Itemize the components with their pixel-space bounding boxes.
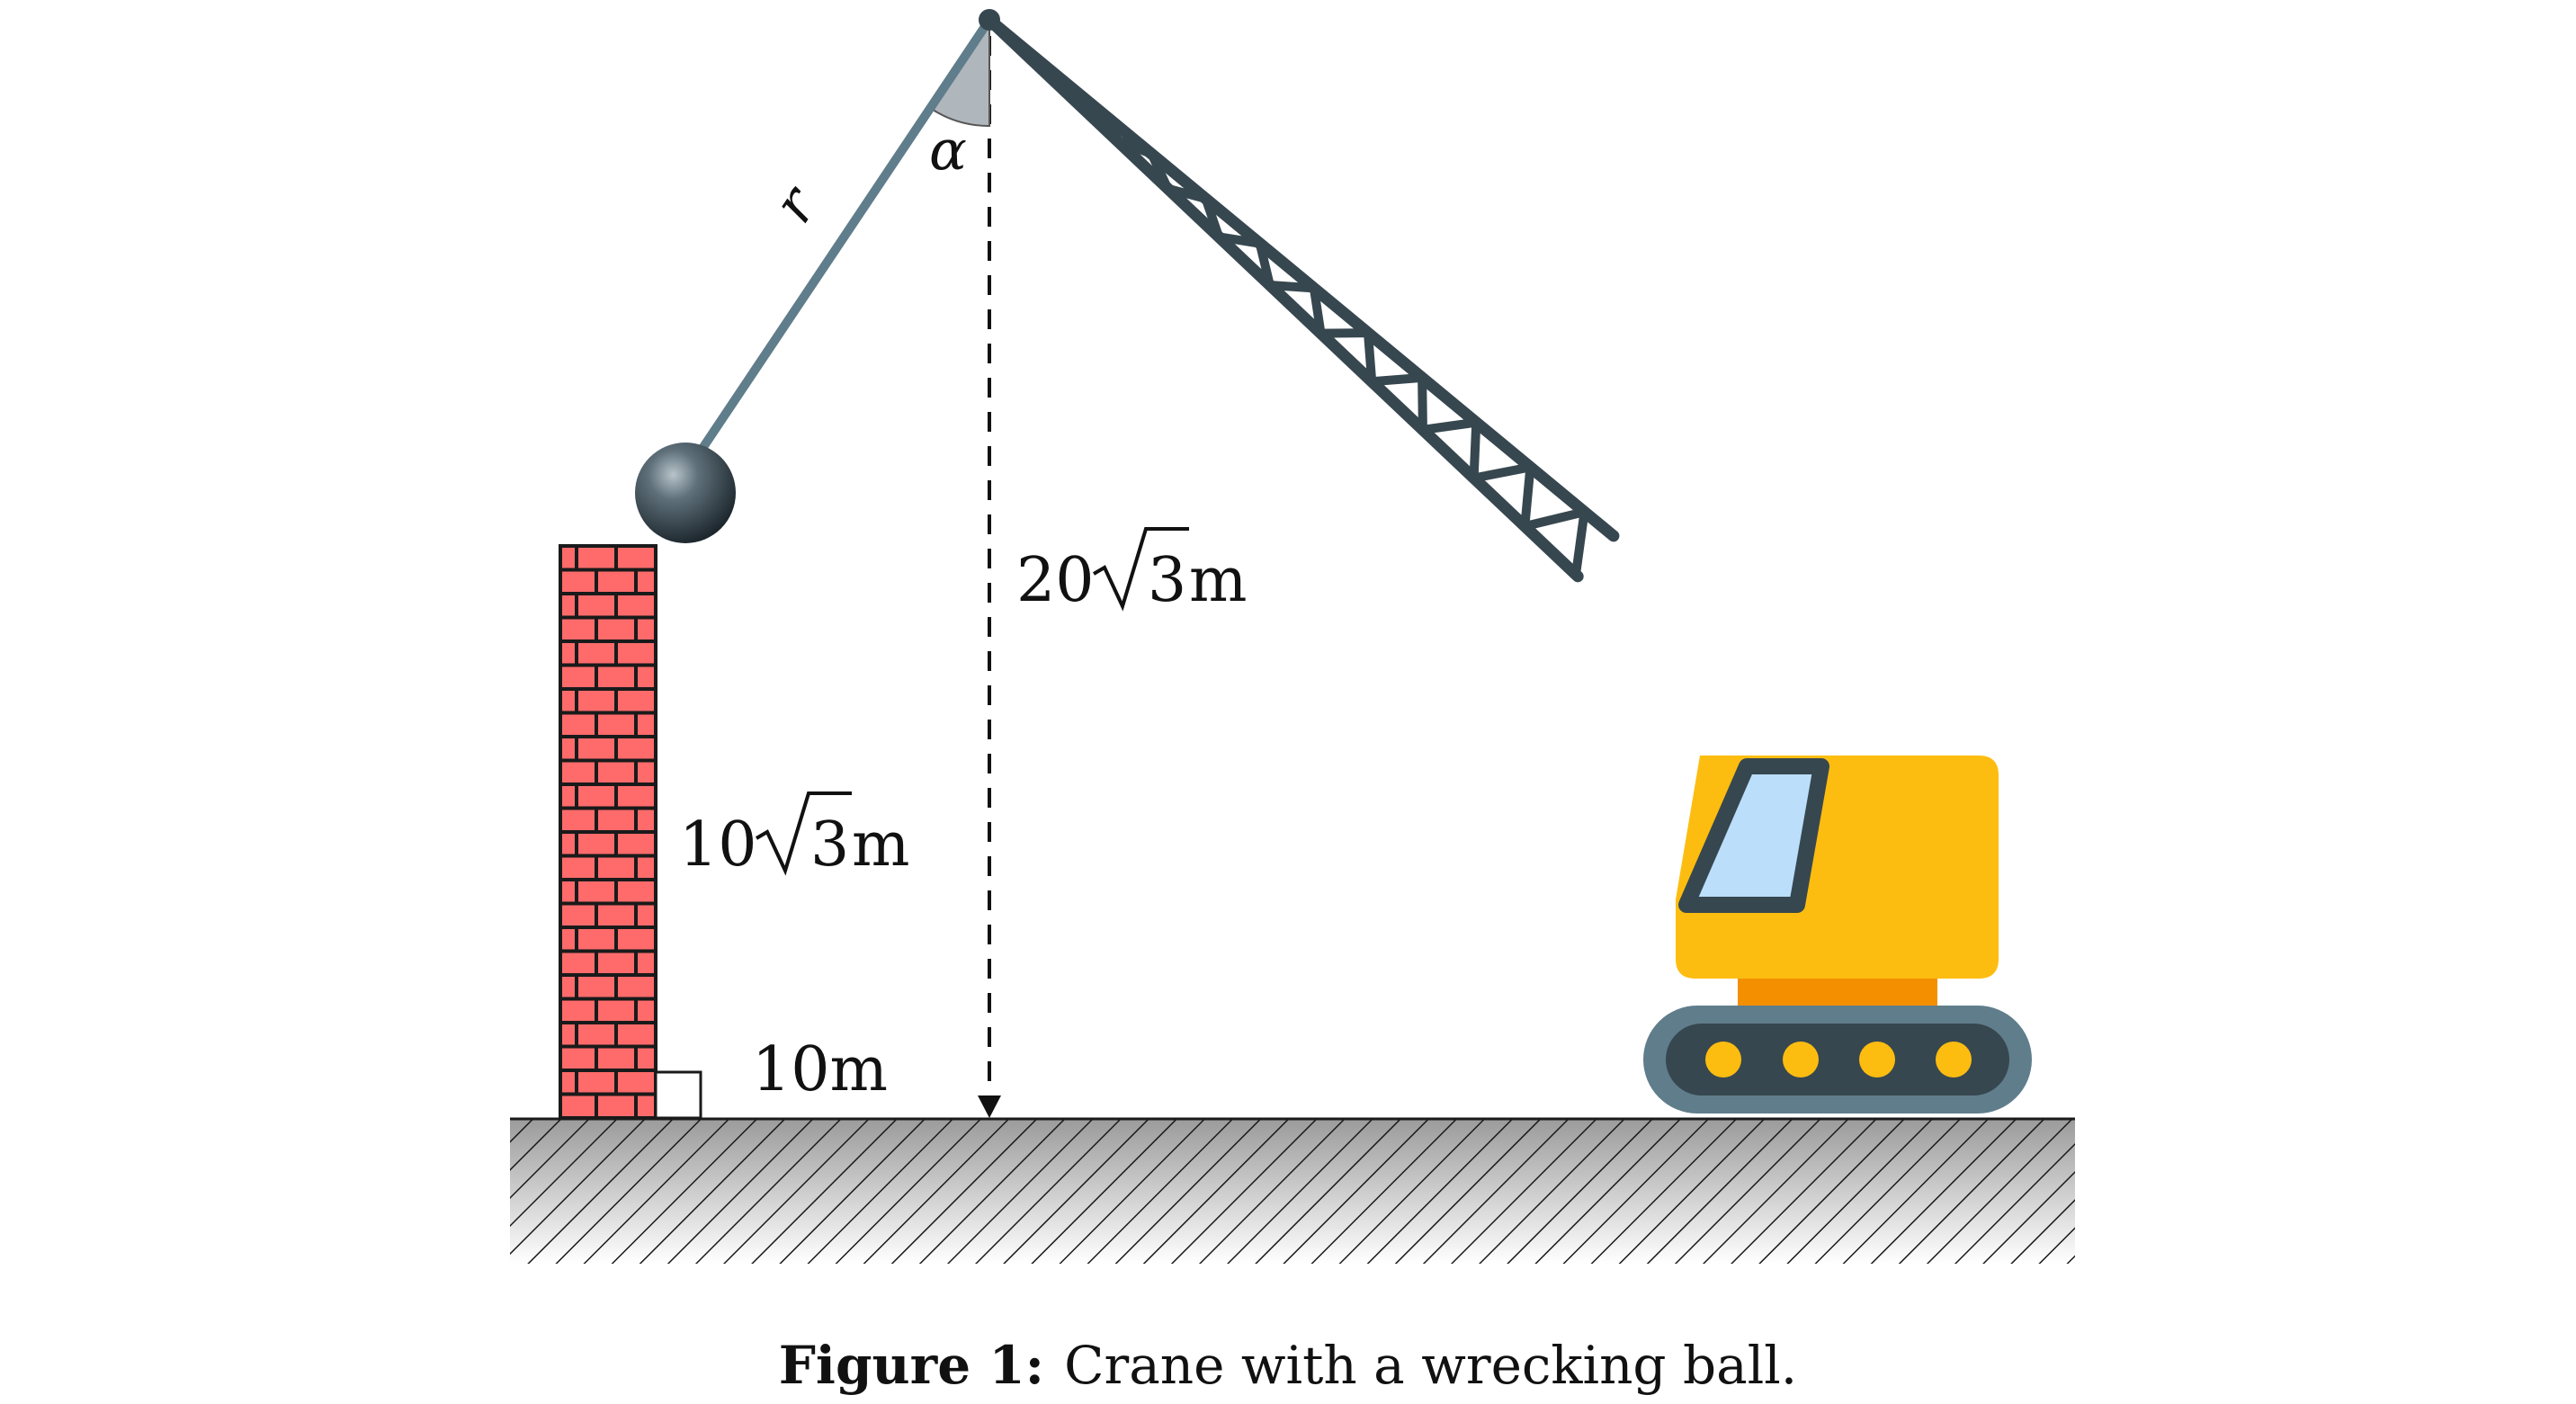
height-arrow-head: [978, 1095, 1001, 1118]
crane-height-coef: 20: [1016, 545, 1095, 616]
crane-height-label: 20 3 m: [1016, 527, 1247, 616]
boom-tip-pivot: [979, 9, 1000, 31]
crane-track-inner: [1666, 1024, 2009, 1095]
cable-label: r: [760, 173, 831, 234]
figure-caption: Figure 1: Crane with a wrecking ball.: [779, 1335, 1798, 1396]
crane-height-rad: 3: [1148, 545, 1186, 616]
wall-height-rad: 3: [810, 809, 849, 881]
track-wheel: [1705, 1042, 1741, 1078]
crane-vehicle: [1643, 756, 2032, 1113]
wall-height-unit: m: [852, 809, 909, 881]
cab-window: [1678, 758, 1829, 913]
wall-height-label: 10 3 m: [679, 791, 909, 881]
ground: [510, 1117, 2075, 1264]
caption-text: Crane with a wrecking ball.: [1064, 1335, 1797, 1396]
wall-height-coef: 10: [679, 809, 757, 881]
crane-height-radical: [1092, 527, 1189, 612]
crane-boom: [983, 13, 1620, 583]
crane-height-unit: m: [1189, 545, 1247, 616]
wall-height-radical: [755, 791, 852, 876]
angle-label: α: [929, 117, 967, 183]
track-wheel: [1859, 1042, 1895, 1078]
distance-label: 10m: [752, 1034, 888, 1105]
track-wheel: [1936, 1042, 1972, 1078]
track-wheel: [1783, 1042, 1819, 1078]
brick-wall-outline: [559, 544, 657, 1120]
right-angle-marker: [654, 1070, 702, 1120]
wrecking-ball: [635, 443, 736, 543]
brick-wall: [560, 546, 656, 1118]
cable: [697, 15, 994, 454]
caption-label: Figure 1:: [779, 1335, 1044, 1396]
